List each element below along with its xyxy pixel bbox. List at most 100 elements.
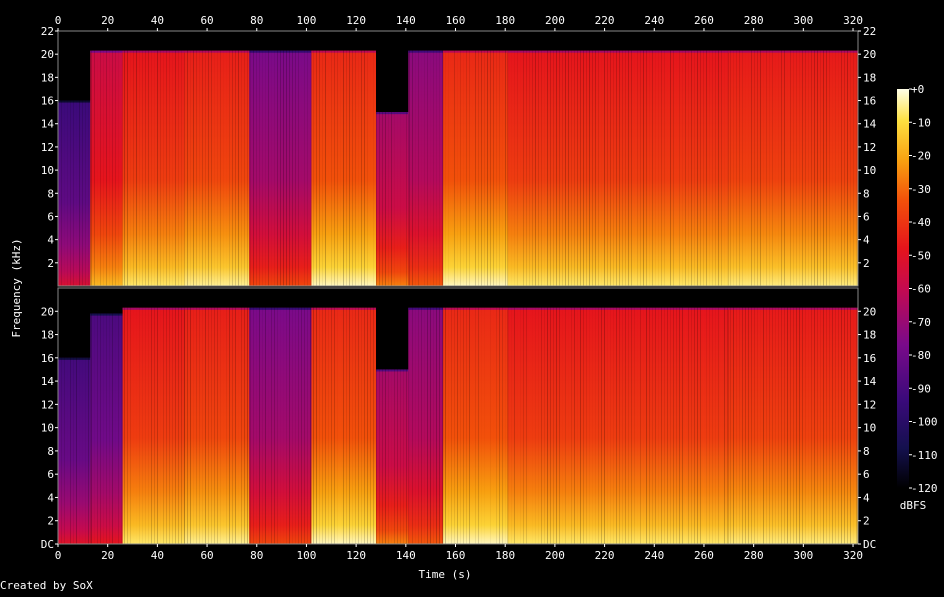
texture-streak: [682, 288, 683, 544]
texture-streak: [667, 288, 668, 544]
texture-streak: [772, 31, 773, 286]
texture-streak: [553, 31, 554, 286]
texture-streak: [847, 31, 848, 286]
texture-streak: [136, 288, 137, 544]
texture-streak: [460, 31, 461, 286]
texture-streak: [340, 31, 341, 286]
segment-band-edge: [443, 307, 508, 310]
spectrogram-segment: [507, 307, 729, 544]
colorbar-label: dBFS: [900, 499, 927, 512]
texture-streak: [283, 288, 284, 544]
texture-streak: [589, 31, 590, 286]
spectrogram-segment: [376, 369, 409, 544]
texture-streak: [658, 31, 659, 286]
texture-streak: [745, 31, 746, 286]
texture-streak: [739, 31, 740, 286]
texture-streak: [799, 288, 800, 544]
x-tick-label-bottom: 0: [55, 549, 62, 562]
texture-streak: [823, 288, 824, 544]
texture-streak: [727, 31, 728, 286]
texture-streak: [487, 288, 488, 544]
y-tick-label-left: 22: [41, 25, 54, 38]
texture-streak: [424, 31, 425, 286]
texture-streak: [148, 288, 149, 544]
y-tick-label-right: 18: [863, 329, 876, 342]
texture-streak: [637, 31, 638, 286]
texture-streak: [706, 31, 707, 286]
texture-streak: [679, 288, 680, 544]
texture-streak: [793, 31, 794, 286]
texture-streak: [250, 288, 251, 544]
y-tick-label-right: 16: [863, 352, 876, 365]
texture-streak: [643, 31, 644, 286]
texture-streak: [661, 31, 662, 286]
texture-streak: [580, 31, 581, 286]
texture-streak: [409, 31, 410, 286]
y-tick-label-right: 2: [863, 257, 870, 270]
texture-streak: [244, 288, 245, 544]
x-tick-label-top: 240: [644, 14, 664, 27]
texture-streak: [523, 288, 524, 544]
texture-streak: [235, 288, 236, 544]
texture-streak: [355, 31, 356, 286]
texture-streak: [142, 31, 143, 286]
texture-streak: [643, 288, 644, 544]
texture-streak: [478, 31, 479, 286]
y-tick-label-right: 4: [863, 234, 870, 247]
spectrogram-segment: [90, 313, 123, 544]
texture-streak: [385, 288, 386, 544]
texture-streak: [496, 31, 497, 286]
texture-streak: [232, 288, 233, 544]
texture-streak: [520, 288, 521, 544]
texture-streak: [493, 31, 494, 286]
texture-streak: [649, 288, 650, 544]
colorbar-tick-label: -10: [911, 116, 931, 129]
texture-streak: [409, 288, 410, 544]
segment-band-edge: [249, 50, 312, 53]
texture-streak: [124, 31, 125, 286]
texture-streak: [397, 288, 398, 544]
texture-streak: [76, 31, 77, 286]
texture-streak: [403, 31, 404, 286]
texture-streak: [310, 31, 311, 286]
texture-streak: [436, 288, 437, 544]
texture-streak: [760, 288, 761, 544]
segment-band-edge: [443, 50, 508, 53]
texture-streak: [91, 31, 92, 286]
texture-streak: [565, 31, 566, 286]
texture-streak: [730, 31, 731, 286]
spectrogram-segment: [311, 307, 377, 544]
spectrogram-segment: [58, 100, 91, 286]
texture-streak: [190, 288, 191, 544]
texture-streak: [742, 288, 743, 544]
texture-streak: [703, 288, 704, 544]
texture-streak: [277, 288, 278, 544]
texture-streak: [379, 288, 380, 544]
texture-streak: [322, 288, 323, 544]
segment-band-edge: [90, 313, 123, 316]
texture-streak: [808, 288, 809, 544]
texture-streak: [112, 288, 113, 544]
segment-band-edge: [122, 50, 185, 53]
x-tick-label-bottom: 140: [396, 549, 416, 562]
texture-streak: [388, 31, 389, 286]
texture-streak: [433, 288, 434, 544]
colorbar-gradient: [897, 89, 909, 488]
texture-streak: [826, 288, 827, 544]
spectrogram-segment: [311, 50, 377, 286]
texture-streak: [169, 288, 170, 544]
texture-streak: [418, 31, 419, 286]
texture-streak: [460, 288, 461, 544]
x-tick-label-top: 140: [396, 14, 416, 27]
texture-streak: [574, 31, 575, 286]
texture-streak: [448, 31, 449, 286]
texture-streak: [571, 288, 572, 544]
texture-streak: [265, 288, 266, 544]
texture-streak: [109, 31, 110, 286]
texture-streak: [517, 288, 518, 544]
texture-streak: [166, 288, 167, 544]
texture-streak: [652, 31, 653, 286]
texture-streak: [556, 31, 557, 286]
texture-streak: [151, 31, 152, 286]
texture-streak: [73, 31, 74, 286]
